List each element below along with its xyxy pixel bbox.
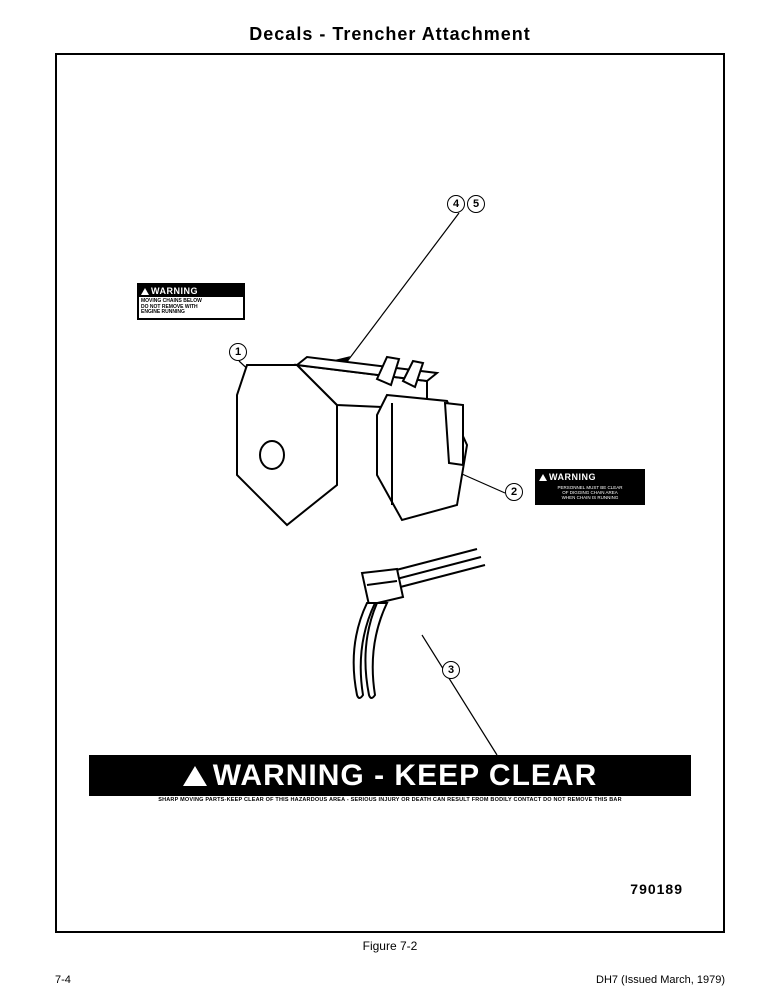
callout-2: 2 <box>505 483 523 501</box>
page-footer: 7-4 DH7 (Issued March, 1979) <box>55 974 725 986</box>
big-warning-sub: SHARP MOVING PARTS-KEEP CLEAR OF THIS HA… <box>89 795 691 805</box>
trencher-body-illustration <box>227 345 507 545</box>
figure-caption: Figure 7-2 <box>55 939 725 953</box>
big-warning-main: WARNING - KEEP CLEAR <box>89 755 691 795</box>
warning-triangle-icon <box>183 766 207 786</box>
big-warning-text: WARNING - KEEP CLEAR <box>213 759 597 793</box>
decal-2-line3: WHEN CHAIN IS RUNNING <box>539 495 641 500</box>
digging-tooth-illustration <box>307 545 487 725</box>
decal-2: WARNING PERSONNEL MUST BE CLEAR OF DIGGI… <box>535 469 645 505</box>
issue-note: DH7 (Issued March, 1979) <box>596 974 725 986</box>
decal-2-header: WARNING <box>537 471 643 483</box>
decal-2-body: PERSONNEL MUST BE CLEAR OF DIGGING CHAIN… <box>537 483 643 503</box>
drawing-number: 790189 <box>630 881 683 897</box>
callout-3: 3 <box>442 661 460 679</box>
page: Decals - Trencher Attachment 4 5 WARNING… <box>0 0 780 1000</box>
page-number: 7-4 <box>55 974 71 986</box>
figure-frame: 4 5 WARNING MOVING CHAINS BELOW DO NOT R… <box>55 53 725 933</box>
warning-triangle-icon <box>539 474 547 481</box>
decal-2-header-text: WARNING <box>549 472 596 482</box>
page-title: Decals - Trencher Attachment <box>55 24 725 45</box>
big-warning-bar: WARNING - KEEP CLEAR SHARP MOVING PARTS-… <box>89 755 691 805</box>
